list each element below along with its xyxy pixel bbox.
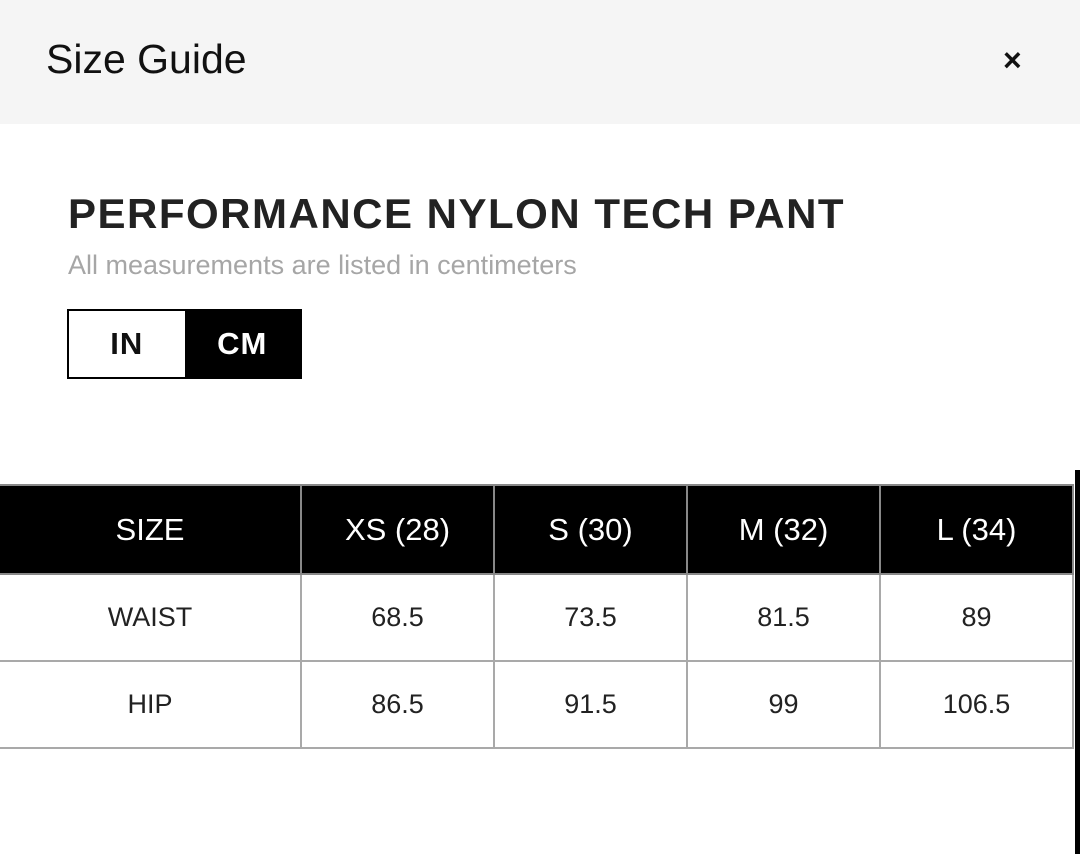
column-header: M (32) xyxy=(686,484,881,575)
modal-title: Size Guide xyxy=(46,36,247,82)
table-cell: 89 xyxy=(879,573,1074,662)
screen-edge xyxy=(1075,470,1080,854)
unit-in-button[interactable]: IN xyxy=(110,326,144,361)
table-cell: 73.5 xyxy=(493,573,688,662)
table-header-row: SIZE XS (28) S (30) M (32) L (34) xyxy=(0,484,1074,575)
table-row: HIP 86.5 91.5 99 106.5 xyxy=(0,660,1074,749)
table-cell: 91.5 xyxy=(493,660,688,749)
table-cell: 99 xyxy=(686,660,881,749)
table-cell: 106.5 xyxy=(879,660,1074,749)
table-cell: 81.5 xyxy=(686,573,881,662)
column-header: L (34) xyxy=(879,484,1074,575)
product-name: PERFORMANCE NYLON TECH PANT xyxy=(68,190,846,237)
row-label: HIP xyxy=(0,660,302,749)
table-cell: 86.5 xyxy=(300,660,495,749)
close-icon[interactable]: × xyxy=(1003,42,1022,78)
unit-toggle: IN CM xyxy=(67,309,302,379)
size-table: SIZE XS (28) S (30) M (32) L (34) WAIST … xyxy=(0,484,1074,749)
column-header: S (30) xyxy=(493,484,688,575)
column-header: XS (28) xyxy=(300,484,495,575)
unit-cm-button[interactable]: CM xyxy=(184,311,300,377)
table-cell: 68.5 xyxy=(300,573,495,662)
measurement-note: All measurements are listed in centimete… xyxy=(68,250,577,280)
row-label: WAIST xyxy=(0,573,302,662)
modal-header: Size Guide × xyxy=(0,0,1080,124)
column-header: SIZE xyxy=(0,484,302,575)
table-row: WAIST 68.5 73.5 81.5 89 xyxy=(0,573,1074,662)
